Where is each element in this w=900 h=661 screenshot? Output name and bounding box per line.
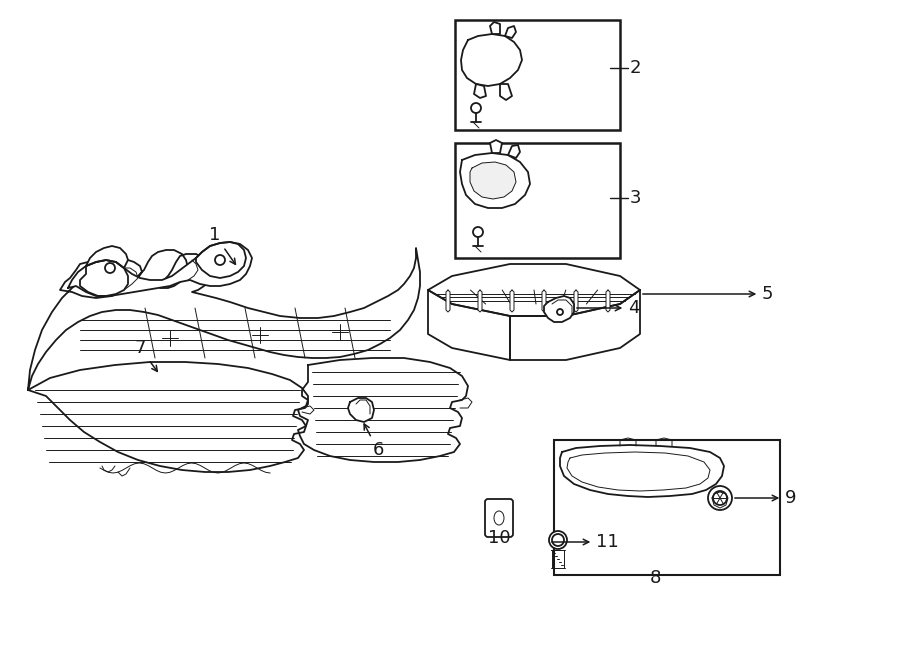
Polygon shape xyxy=(68,260,128,296)
Polygon shape xyxy=(544,296,574,322)
Polygon shape xyxy=(542,290,546,312)
Text: 11: 11 xyxy=(552,533,619,551)
Circle shape xyxy=(473,227,483,237)
Text: 5: 5 xyxy=(643,285,773,303)
Bar xyxy=(455,143,620,258)
Ellipse shape xyxy=(494,511,504,525)
Polygon shape xyxy=(196,242,246,278)
Polygon shape xyxy=(446,290,450,312)
Polygon shape xyxy=(508,145,520,158)
Bar xyxy=(554,440,780,575)
Polygon shape xyxy=(510,290,514,312)
Polygon shape xyxy=(460,153,530,208)
Circle shape xyxy=(549,531,567,549)
Circle shape xyxy=(708,486,732,510)
FancyBboxPatch shape xyxy=(485,499,513,537)
Polygon shape xyxy=(712,492,728,508)
Polygon shape xyxy=(428,264,640,316)
Polygon shape xyxy=(560,445,724,497)
Text: 4: 4 xyxy=(577,299,640,317)
Polygon shape xyxy=(298,358,468,462)
Text: 9: 9 xyxy=(734,489,796,507)
Text: 7: 7 xyxy=(134,339,158,371)
Circle shape xyxy=(557,309,563,315)
Polygon shape xyxy=(490,22,500,34)
Circle shape xyxy=(105,263,115,273)
Polygon shape xyxy=(428,290,510,360)
Polygon shape xyxy=(474,84,486,98)
Text: 3: 3 xyxy=(630,189,642,207)
Polygon shape xyxy=(500,84,512,100)
Polygon shape xyxy=(28,248,420,390)
Text: 6: 6 xyxy=(364,424,383,459)
Polygon shape xyxy=(461,34,522,86)
Polygon shape xyxy=(567,452,710,491)
Polygon shape xyxy=(510,290,640,360)
Polygon shape xyxy=(470,162,516,199)
Polygon shape xyxy=(80,242,252,296)
Polygon shape xyxy=(490,140,502,153)
Circle shape xyxy=(552,534,564,546)
Polygon shape xyxy=(478,290,482,312)
Text: 2: 2 xyxy=(630,59,642,77)
Polygon shape xyxy=(86,246,128,268)
Text: 8: 8 xyxy=(649,569,661,587)
Polygon shape xyxy=(505,26,516,38)
Text: 1: 1 xyxy=(210,226,236,264)
Polygon shape xyxy=(348,398,374,422)
Text: 10: 10 xyxy=(488,529,510,547)
Polygon shape xyxy=(574,290,578,312)
Circle shape xyxy=(713,491,727,505)
Polygon shape xyxy=(606,290,610,312)
Circle shape xyxy=(471,103,481,113)
Circle shape xyxy=(215,255,225,265)
Bar xyxy=(455,20,620,130)
Polygon shape xyxy=(28,362,308,472)
